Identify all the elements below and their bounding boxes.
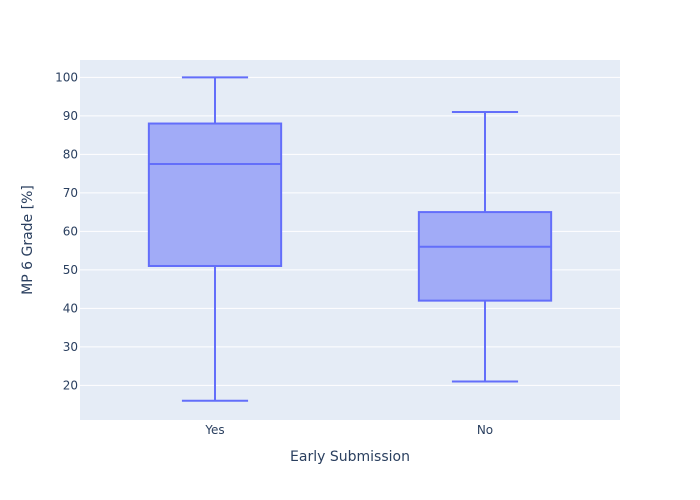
y-tick-label: 60 (63, 224, 78, 238)
y-tick-label: 40 (63, 301, 78, 315)
x-axis-title: Early Submission (290, 449, 410, 465)
y-tick-label: 30 (63, 340, 78, 354)
grid-lines (80, 76, 620, 386)
iqr-box (147, 122, 283, 267)
y-tick-label: 100 (55, 70, 78, 84)
boxes (147, 76, 553, 402)
y-tick-label: 20 (63, 378, 78, 392)
x-tick-label: Yes (204, 423, 224, 437)
y-tick-label: 50 (63, 263, 78, 277)
y-axis-ticks: 20 30 40 50 60 70 80 90 100 (55, 70, 78, 392)
x-tick-label: No (477, 423, 493, 437)
box-yes (147, 76, 283, 402)
y-axis-title: MP 6 Grade [%] (20, 185, 36, 295)
y-tick-label: 70 (63, 186, 78, 200)
box-no (417, 110, 553, 383)
y-tick-label: 90 (63, 109, 78, 123)
x-axis-ticks: Yes No (204, 423, 493, 437)
iqr-box (417, 211, 553, 302)
y-tick-label: 80 (63, 147, 78, 161)
